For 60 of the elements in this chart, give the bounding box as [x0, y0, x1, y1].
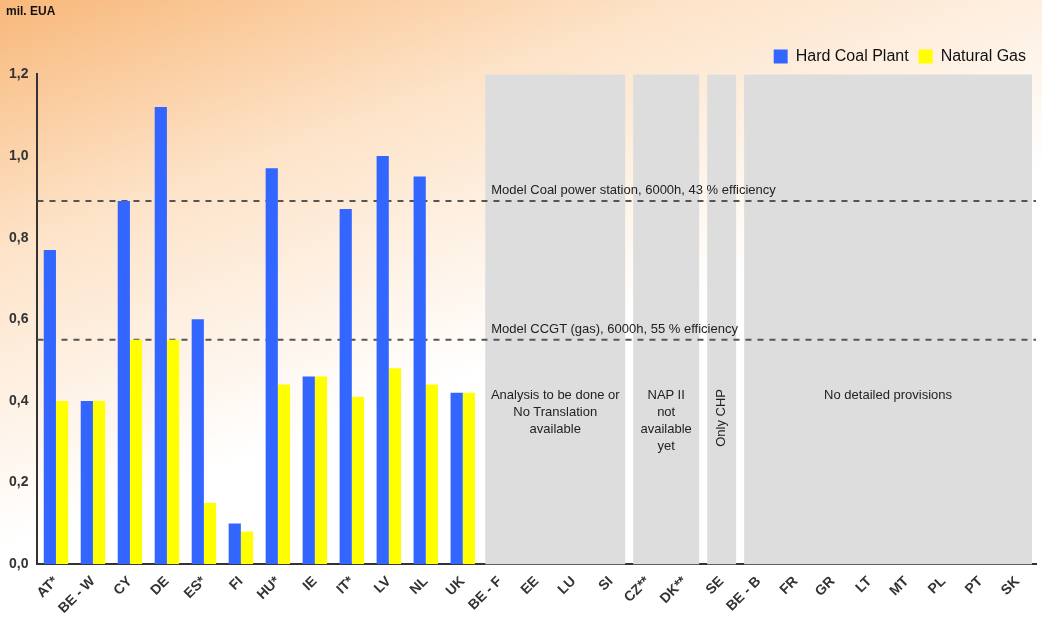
bar: [462, 392, 475, 565]
x-tick-label: LT: [851, 572, 875, 596]
x-tick-label: PL: [924, 572, 949, 597]
x-tick-label: FI: [225, 572, 246, 593]
bar: [117, 200, 130, 565]
band-label: Only CHP: [713, 388, 729, 447]
y-tick-label: 0,4: [8, 391, 29, 408]
x-tick-label: SI: [594, 572, 616, 594]
band-label: NAP II not available yet: [640, 387, 692, 454]
bar: [376, 156, 389, 565]
y-tick-label: 0,6: [8, 310, 29, 327]
x-tick-label: SE: [701, 572, 727, 598]
x-tick-label: LU: [554, 572, 579, 598]
x-tick-label: IT*: [332, 572, 358, 597]
y-tick-label: 0,2: [8, 473, 29, 490]
bar: [55, 400, 69, 565]
bar: [154, 107, 167, 565]
bar: [240, 531, 254, 565]
bar: [388, 368, 401, 565]
x-tick-label: CY: [109, 572, 136, 598]
bar: [425, 384, 438, 565]
legend-label: Natural Gas: [940, 46, 1027, 64]
bar: [43, 249, 56, 565]
bar: [351, 396, 365, 565]
y-axis-title: mil. EUA: [6, 3, 56, 18]
bar: [265, 168, 278, 565]
bar: [314, 376, 328, 565]
bar: [450, 392, 463, 565]
x-tick-label: HU*: [253, 572, 284, 603]
legend-label: Hard Coal Plant: [795, 46, 910, 64]
bar: [339, 209, 352, 565]
bar: [92, 400, 106, 565]
bar: [228, 523, 241, 565]
ref-line-label: Model CCGT (gas), 6000h, 55 % efficiency: [491, 320, 739, 336]
bar: [277, 384, 291, 565]
x-tick-label: MT: [885, 572, 912, 599]
x-tick-label: FR: [775, 572, 801, 598]
y-tick-label: 1,2: [8, 65, 29, 82]
ref-line-label: Model Coal power station, 6000h, 43 % efficiency: [491, 182, 777, 198]
x-tick-label: DE: [146, 572, 172, 598]
y-tick-label: 0,8: [8, 228, 29, 245]
bar: [203, 503, 217, 565]
bar: [413, 176, 426, 565]
x-tick-label: EE: [517, 572, 542, 598]
x-tick-label: LV: [370, 572, 395, 596]
band-label: Analysis to be done or No Translation available: [490, 387, 621, 437]
x-tick-label: PT: [961, 572, 986, 597]
x-tick-label: IE: [299, 572, 320, 594]
x-tick-label: ES*: [180, 572, 210, 602]
x-tick-label: NL: [406, 572, 431, 598]
bar: [166, 339, 180, 565]
bar: [129, 339, 143, 565]
bar: [191, 319, 204, 565]
x-tick-label: GR: [811, 572, 838, 599]
y-tick-label: 0,0: [8, 555, 29, 572]
x-tick-label: SK: [997, 572, 1023, 598]
y-tick-label: 1,0: [8, 146, 29, 163]
bar: [80, 400, 93, 565]
bar: [302, 376, 315, 565]
band-label: No detailed provisions: [824, 387, 953, 403]
